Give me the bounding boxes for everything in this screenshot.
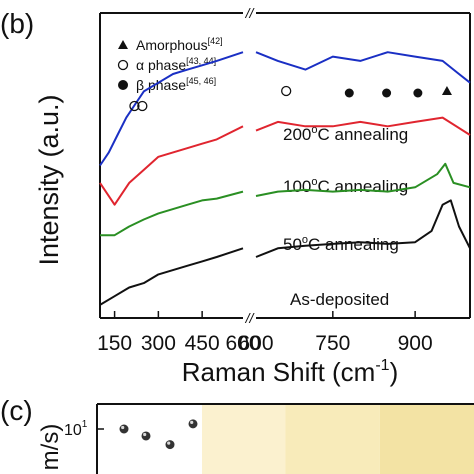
legend-ref: [45, 46] — [186, 76, 216, 86]
background-band — [285, 404, 380, 474]
series-line-right — [255, 199, 471, 258]
peak-filled-circle-marker — [382, 88, 392, 98]
background-band — [379, 404, 474, 474]
x-tick-label: 750 — [315, 332, 350, 355]
x-tick-label: 150 — [97, 332, 132, 355]
peak-open-circle-marker — [281, 85, 292, 97]
legend-ref: [42] — [208, 36, 223, 46]
x-axis-label-close: ) — [390, 357, 399, 387]
series-line-right — [255, 162, 471, 197]
legend: Amorphous[42]α phase[43, 44]β phase[45, … — [117, 36, 223, 93]
legend-open-circle-marker — [117, 59, 129, 71]
panel-c-label: (c) — [0, 395, 33, 426]
data-point — [119, 424, 129, 434]
legend-filled-circle-marker — [118, 80, 128, 90]
series-line-left — [99, 51, 244, 167]
data-point-highlight — [190, 420, 194, 424]
scatter-plot: m/s) 101 — [37, 403, 474, 474]
data-point-highlight — [167, 441, 171, 445]
series-line-right — [255, 51, 471, 84]
series-2: 50oC annealing — [100, 162, 471, 254]
legend-label: β phase[45, 46] — [136, 76, 216, 93]
data-point — [165, 440, 175, 450]
series-3: As-deposited — [99, 199, 471, 309]
series-label-sup: o — [302, 234, 308, 246]
series-label-main: As-deposited — [290, 290, 389, 309]
y-axis-label: m/s) — [37, 424, 64, 471]
x-tick-label: 450 — [185, 332, 220, 355]
peak-triangle-marker — [441, 86, 452, 95]
series-label-sup: o — [311, 124, 317, 136]
series-label-rest: C annealing — [318, 125, 409, 144]
series-0: 200oC annealing — [99, 51, 471, 167]
series-line-right — [255, 116, 471, 136]
series-label-rest: C annealing — [318, 177, 409, 196]
series-label-main: 200 — [283, 125, 311, 144]
series-label: 200oC annealing — [283, 124, 408, 144]
series-label-main: 50 — [283, 235, 302, 254]
background-band — [191, 404, 286, 474]
background-white-region — [97, 404, 202, 474]
axis-break-top: // — [245, 5, 256, 21]
series-line-left — [99, 125, 244, 206]
series-label-sup: o — [311, 176, 317, 188]
series-line-left — [99, 247, 244, 306]
peak-open-circle-marker — [129, 100, 140, 112]
peak-open-circle-marker — [137, 100, 148, 112]
legend-ref: [43, 44] — [186, 56, 216, 66]
x-tick-label: 300 — [141, 332, 176, 355]
x-tick-label: 600 — [225, 332, 260, 355]
series-label-main: 100 — [283, 177, 311, 196]
series-line-left — [100, 190, 244, 237]
series-label: 100oC annealing — [283, 176, 408, 196]
x-tick-label: 900 — [398, 332, 433, 355]
y-tick-label: 101 — [64, 419, 88, 439]
y-axis-label: Intensity (a.u.) — [34, 94, 64, 265]
data-point — [141, 431, 151, 441]
series-label-rest: C annealing — [308, 235, 399, 254]
panel-b-label: (b) — [0, 8, 34, 39]
peak-filled-circle-marker — [413, 88, 423, 98]
legend-label: Amorphous[42] — [136, 36, 223, 53]
axis-break-bottom: // — [245, 310, 256, 326]
y-tick-exp: 1 — [82, 419, 88, 430]
peak-filled-circle-marker — [344, 88, 354, 98]
data-point-highlight — [143, 432, 147, 437]
data-point-highlight — [121, 425, 125, 430]
x-tick-label: 600 — [238, 332, 273, 355]
legend-triangle-marker — [118, 40, 128, 49]
x-axis-label: Raman Shift (cm-1) — [182, 357, 399, 387]
series-label: 50oC annealing — [283, 234, 399, 254]
x-axis-label-main: Raman Shift (cm — [182, 357, 376, 387]
series-label: As-deposited — [290, 290, 389, 309]
x-axis-label-sup: -1 — [375, 357, 389, 374]
data-point — [188, 419, 198, 429]
